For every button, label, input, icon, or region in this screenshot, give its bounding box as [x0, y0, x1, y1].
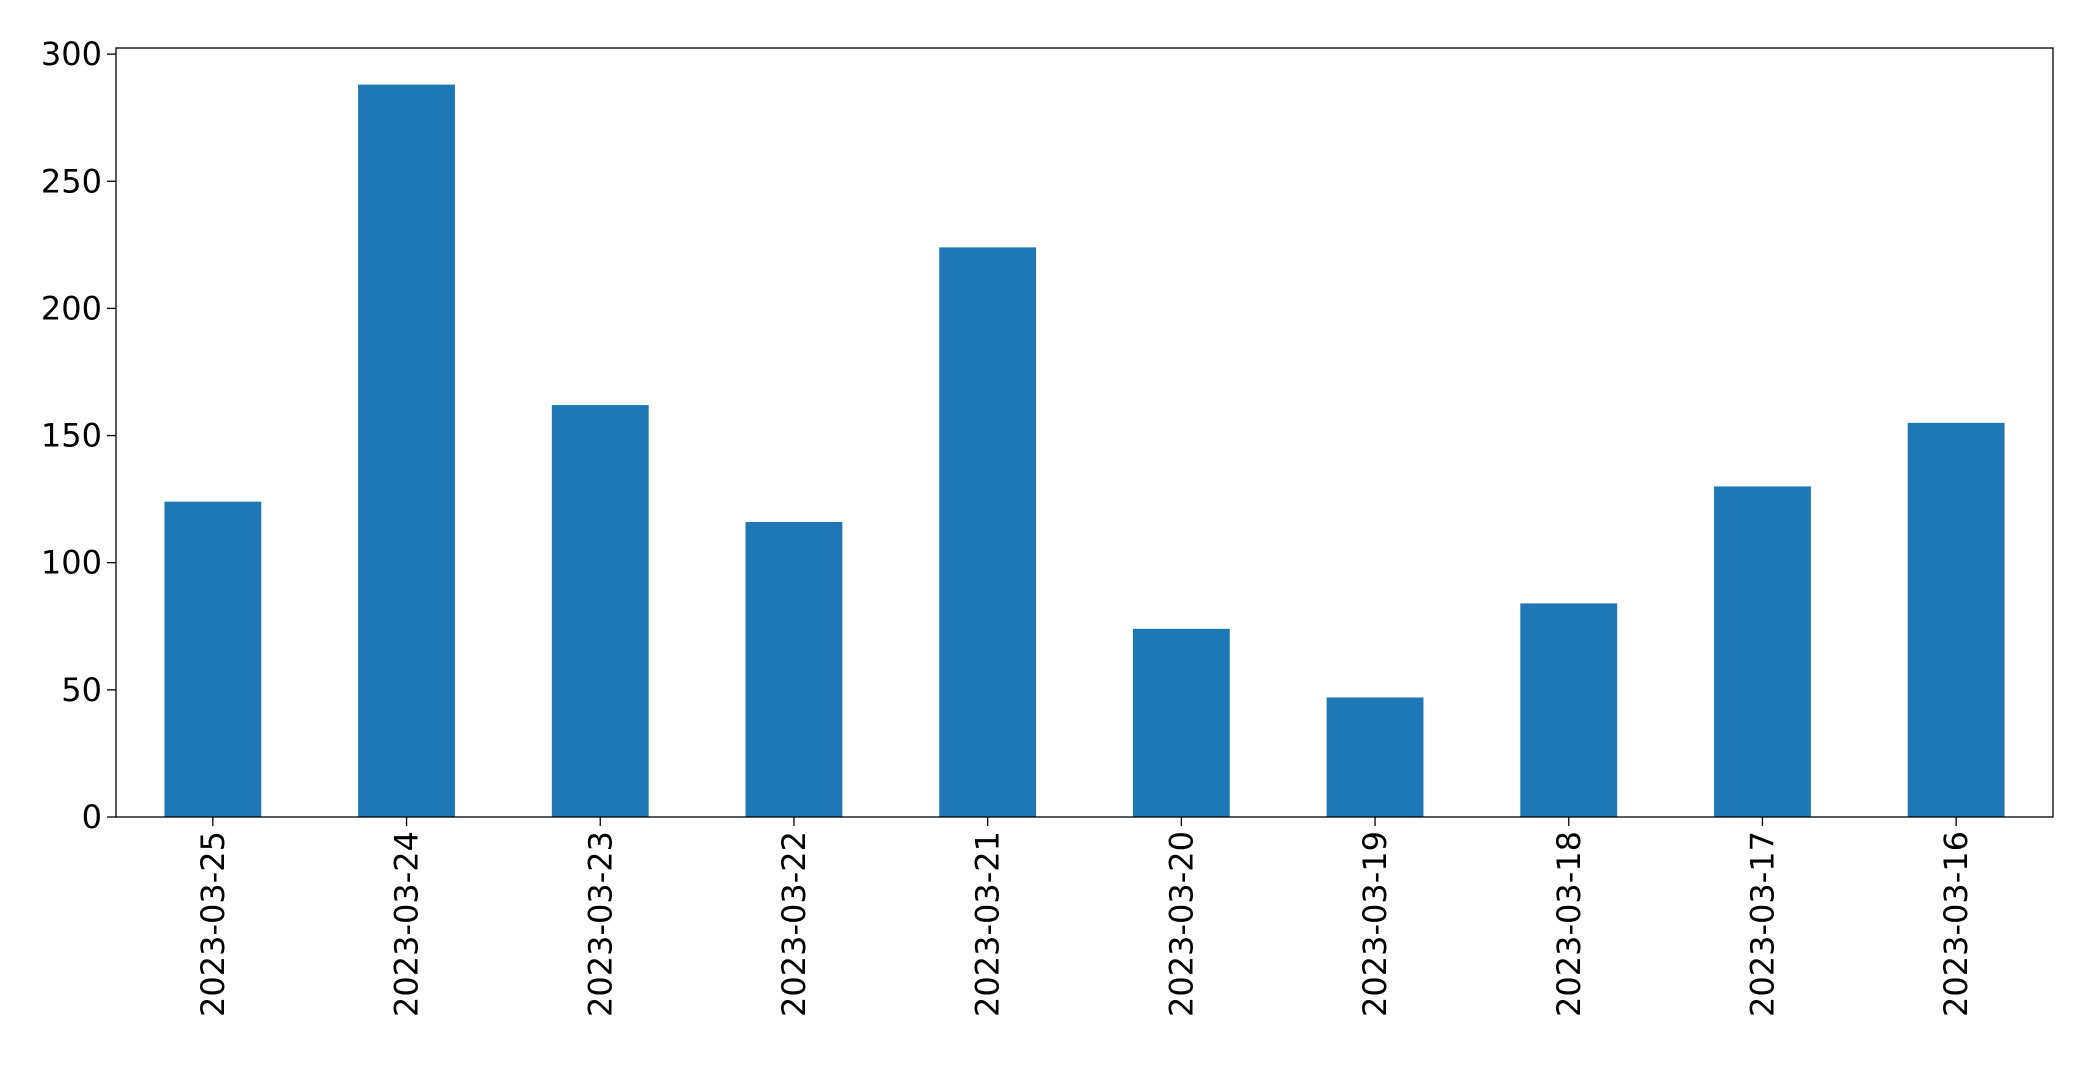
y-tick-label: 150 — [41, 417, 102, 455]
y-tick-label: 200 — [41, 289, 102, 327]
bar — [1714, 486, 1811, 817]
y-tick-label: 300 — [41, 35, 102, 73]
bar — [358, 84, 455, 818]
bar — [1132, 628, 1230, 817]
x-tick-label: 2023-03-19 — [1356, 831, 1394, 1017]
bar — [1520, 603, 1618, 817]
x-tick-label: 2023-03-20 — [1162, 831, 1200, 1017]
x-tick-label: 2023-03-17 — [1743, 831, 1781, 1017]
x-tick-label: 2023-03-22 — [775, 831, 813, 1017]
bar — [1907, 422, 2005, 817]
y-tick-label: 100 — [41, 544, 102, 582]
y-tick-label: 50 — [61, 671, 102, 709]
x-tick-label: 2023-03-21 — [969, 831, 1007, 1017]
x-tick-label: 2023-03-24 — [388, 831, 426, 1017]
bar — [1326, 697, 1424, 817]
x-tick-label: 2023-03-23 — [581, 831, 619, 1017]
y-tick-label: 250 — [41, 162, 102, 200]
x-tick-label: 2023-03-25 — [194, 831, 232, 1017]
bar — [164, 501, 262, 817]
y-tick-label: 0 — [82, 798, 102, 836]
bar — [745, 522, 843, 817]
bar — [939, 247, 1037, 818]
x-tick-label: 2023-03-16 — [1937, 831, 1975, 1017]
plot-frame — [115, 47, 2054, 818]
x-tick-label: 2023-03-18 — [1550, 831, 1588, 1017]
bar — [551, 405, 649, 817]
